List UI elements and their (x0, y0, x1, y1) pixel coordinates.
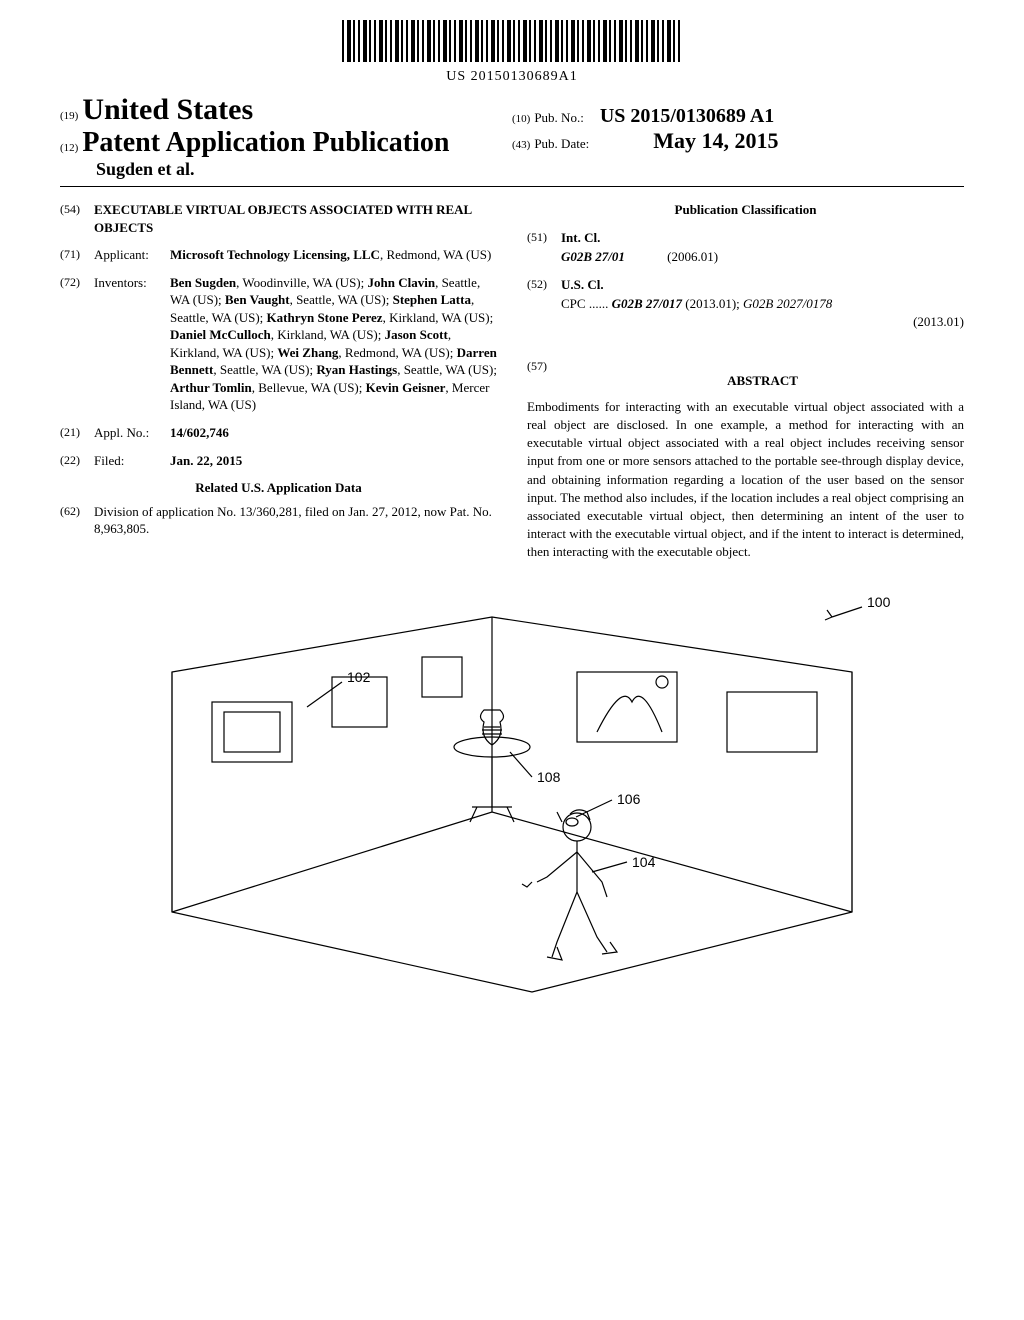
code-19: (19) (60, 110, 78, 122)
patent-figure: 100 102 108 106 104 (60, 582, 964, 1017)
inventor-name: Ben Sugden (170, 275, 236, 290)
inventor-name: Stephen Latta (393, 292, 471, 307)
related-app-text: Division of application No. 13/360,281, … (94, 503, 497, 538)
field-22-label: Filed: (94, 452, 170, 470)
inventor-name: Wei Zhang (277, 345, 338, 360)
field-52-num: (52) (527, 276, 561, 294)
cpc-prefix: CPC ...... (561, 296, 608, 311)
inventor-loc: , Seattle, WA (US); (397, 362, 497, 377)
field-51-num: (51) (527, 229, 561, 247)
field-62-num: (62) (60, 503, 94, 538)
fig-ref-108: 108 (537, 769, 561, 785)
code-43: (43) (512, 139, 530, 151)
inventor-name: John Clavin (368, 275, 436, 290)
fig-ref-102: 102 (347, 669, 371, 685)
fig-ref-104: 104 (632, 854, 656, 870)
abstract-heading: ABSTRACT (561, 372, 964, 390)
filed-date: Jan. 22, 2015 (170, 452, 497, 470)
inventor-loc: , Seattle, WA (US); (290, 292, 393, 307)
abstract-text: Embodiments for interacting with an exec… (527, 398, 964, 562)
applicant-loc: , Redmond, WA (US) (380, 247, 491, 262)
inventor-name: Jason Scott (385, 327, 448, 342)
field-54-num: (54) (60, 201, 94, 236)
field-72-label: Inventors: (94, 274, 170, 414)
int-cl-code: G02B 27/01 (561, 249, 625, 264)
fig-ref-106: 106 (617, 791, 641, 807)
inventors-list: Ben Sugden, Woodinville, WA (US); John C… (170, 274, 497, 414)
inventor-loc: , Seattle, WA (US); (213, 362, 316, 377)
cpc-year1: (2013.01); (685, 296, 740, 311)
inventor-name: Arthur Tomlin (170, 380, 252, 395)
pub-date-label: Pub. Date: (534, 136, 589, 151)
barcode-number: US 20150130689A1 (60, 69, 964, 85)
code-12: (12) (60, 142, 78, 154)
divider (60, 186, 964, 187)
title: EXECUTABLE VIRTUAL OBJECTS ASSOCIATED WI… (94, 201, 497, 236)
authors-line: Sugden et al. (96, 159, 512, 180)
inventor-name: Daniel McCulloch (170, 327, 271, 342)
cpc-year2: (2013.01) (561, 313, 964, 331)
inventor-loc: , Kirkland, WA (US); (383, 310, 494, 325)
applicant-name: Microsoft Technology Licensing, LLC (170, 247, 380, 262)
related-heading: Related U.S. Application Data (60, 479, 497, 497)
code-10: (10) (512, 113, 530, 125)
field-51-label: Int. Cl. (561, 229, 964, 247)
pub-no-label: Pub. No.: (534, 110, 583, 125)
publication-type: Patent Application Publication (82, 127, 449, 158)
field-71-num: (71) (60, 246, 94, 264)
field-57-num: (57) (527, 358, 561, 398)
inventor-name: Ben Vaught (225, 292, 290, 307)
appl-no: 14/602,746 (170, 424, 497, 442)
country: United States (82, 93, 253, 126)
field-71-label: Applicant: (94, 246, 170, 264)
cpc-code1: G02B 27/017 (612, 296, 682, 311)
field-21-num: (21) (60, 424, 94, 442)
pub-date: May 14, 2015 (653, 128, 778, 153)
pub-no: US 2015/0130689 A1 (600, 105, 774, 127)
inventor-name: Ryan Hastings (316, 362, 397, 377)
inventor-loc: , Woodinville, WA (US); (236, 275, 367, 290)
int-cl-year: (2006.01) (667, 249, 718, 264)
inventor-loc: , Redmond, WA (US); (338, 345, 456, 360)
inventor-name: Kevin Geisner (366, 380, 446, 395)
field-72-num: (72) (60, 274, 94, 414)
classification-heading: Publication Classification (527, 201, 964, 219)
field-52-label: U.S. Cl. (561, 276, 964, 294)
inventor-name: Kathryn Stone Perez (267, 310, 383, 325)
field-22-num: (22) (60, 452, 94, 470)
inventor-loc: , Kirkland, WA (US); (271, 327, 385, 342)
fig-ref-100: 100 (867, 594, 891, 610)
cpc-code2: G02B 2027/0178 (743, 296, 832, 311)
barcode (60, 20, 964, 67)
field-21-label: Appl. No.: (94, 424, 170, 442)
inventor-loc: , Bellevue, WA (US); (252, 380, 366, 395)
